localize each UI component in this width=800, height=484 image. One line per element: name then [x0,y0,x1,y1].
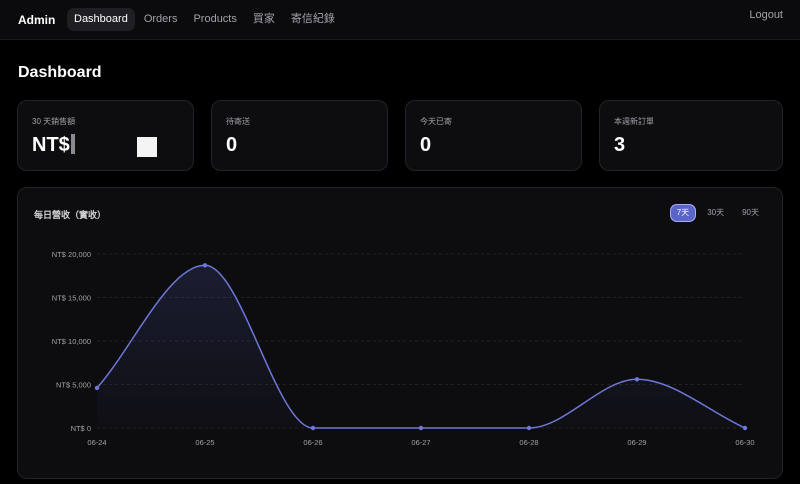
chart-area-fill [97,265,745,428]
chart-data-point[interactable] [742,425,748,431]
stat-card-new-orders-week: 本週新訂單 3 [599,100,783,171]
chart-title: 每日營收（實收） [34,210,107,220]
chart-data-point[interactable] [526,425,532,431]
revenue-chart: NT$ 0 NT$ 5,000 NT$ 10,000 NT$ 15,000 NT$ 20… [52,250,755,447]
x-tick-label: 06-24 [87,438,106,447]
nav-buyers[interactable]: 買家 [252,13,275,25]
chart-data-point[interactable] [94,385,100,391]
range-30d-button[interactable]: 30天 [707,208,725,217]
y-tick-label: NT$ 20,000 [52,250,91,259]
x-tick-label: 06-25 [195,438,214,447]
y-tick-label: NT$ 0 [71,424,91,433]
y-tick-label: NT$ 10,000 [52,337,91,346]
x-tick-label: 06-30 [735,438,754,447]
stat-label: 待寄送 [226,117,250,126]
range-90d-button[interactable]: 90天 [742,208,759,217]
chart-data-point[interactable] [202,263,208,268]
range-7d-button[interactable]: 7天 [669,204,697,222]
stat-label: 今天已寄 [420,117,452,126]
stat-card-sales-30d: 30 天銷售額 NT$ [17,100,194,171]
stat-card-pending-shipment: 待寄送 0 [211,100,388,171]
x-tick-label: 06-26 [303,438,322,447]
y-tick-label: NT$ 5,000 [56,381,91,390]
top-navbar: Admin Dashboard Orders Products 買家 寄信紀錄 … [0,0,800,40]
nav-dashboard[interactable]: Dashboard [67,8,135,31]
chart-data-point[interactable] [634,377,640,382]
stat-card-shipped-today: 今天已寄 0 [405,100,582,171]
nav-products[interactable]: Products [193,13,237,25]
x-tick-label: 06-27 [411,438,430,447]
chart-data-point[interactable] [310,425,316,431]
brand-logo[interactable]: Admin [18,13,56,27]
stat-value: 3 [614,134,626,156]
stat-value: 0 [420,134,432,156]
nav-email-logs[interactable]: 寄信紀錄 [290,13,335,25]
nav-orders[interactable]: Orders [143,13,178,25]
chart-data-point[interactable] [418,425,424,431]
placeholder-square [137,137,157,157]
x-tick-label: 06-28 [519,438,538,447]
stat-label: 本週新訂單 [614,117,654,126]
stat-label: 30 天銷售額 [32,117,76,126]
stat-value: 0 [226,134,238,156]
stat-value-text: NT$ [32,134,70,156]
x-tick-label: 06-29 [627,438,646,447]
logout-button[interactable]: Logout [749,9,783,21]
y-tick-label: NT$ 15,000 [52,294,91,303]
stat-value: NT$ [32,134,75,157]
text-caret [70,134,75,154]
revenue-chart-panel: NT$ 0 NT$ 5,000 NT$ 10,000 NT$ 15,000 NT$ 20… [17,187,783,479]
range-toggle-group: 7天 30天 90天 [669,204,766,222]
page-title: Dashboard [18,64,102,81]
nav-links: Dashboard Orders Products 買家 寄信紀錄 [67,8,342,31]
